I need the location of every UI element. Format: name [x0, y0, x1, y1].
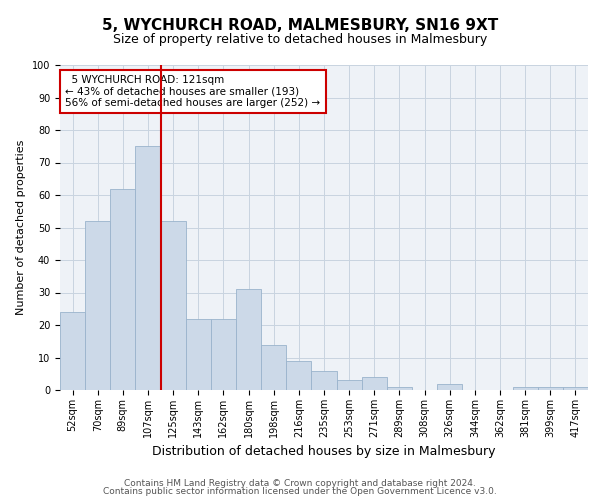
- Bar: [311, 370, 337, 390]
- Text: 5 WYCHURCH ROAD: 121sqm
← 43% of detached houses are smaller (193)
56% of semi-d: 5 WYCHURCH ROAD: 121sqm ← 43% of detache…: [65, 74, 320, 108]
- Bar: [60, 312, 85, 390]
- X-axis label: Distribution of detached houses by size in Malmesbury: Distribution of detached houses by size …: [152, 446, 496, 458]
- Bar: [286, 361, 311, 390]
- Bar: [437, 384, 462, 390]
- Bar: [538, 387, 563, 390]
- Bar: [362, 377, 387, 390]
- Bar: [110, 188, 136, 390]
- Bar: [186, 318, 211, 390]
- Text: Contains HM Land Registry data © Crown copyright and database right 2024.: Contains HM Land Registry data © Crown c…: [124, 478, 476, 488]
- Text: Size of property relative to detached houses in Malmesbury: Size of property relative to detached ho…: [113, 32, 487, 46]
- Bar: [563, 387, 588, 390]
- Bar: [512, 387, 538, 390]
- Bar: [236, 289, 261, 390]
- Bar: [261, 344, 286, 390]
- Y-axis label: Number of detached properties: Number of detached properties: [16, 140, 26, 315]
- Text: 5, WYCHURCH ROAD, MALMESBURY, SN16 9XT: 5, WYCHURCH ROAD, MALMESBURY, SN16 9XT: [102, 18, 498, 32]
- Bar: [387, 387, 412, 390]
- Bar: [85, 221, 110, 390]
- Bar: [337, 380, 362, 390]
- Bar: [161, 221, 186, 390]
- Bar: [136, 146, 161, 390]
- Text: Contains public sector information licensed under the Open Government Licence v3: Contains public sector information licen…: [103, 488, 497, 496]
- Bar: [211, 318, 236, 390]
